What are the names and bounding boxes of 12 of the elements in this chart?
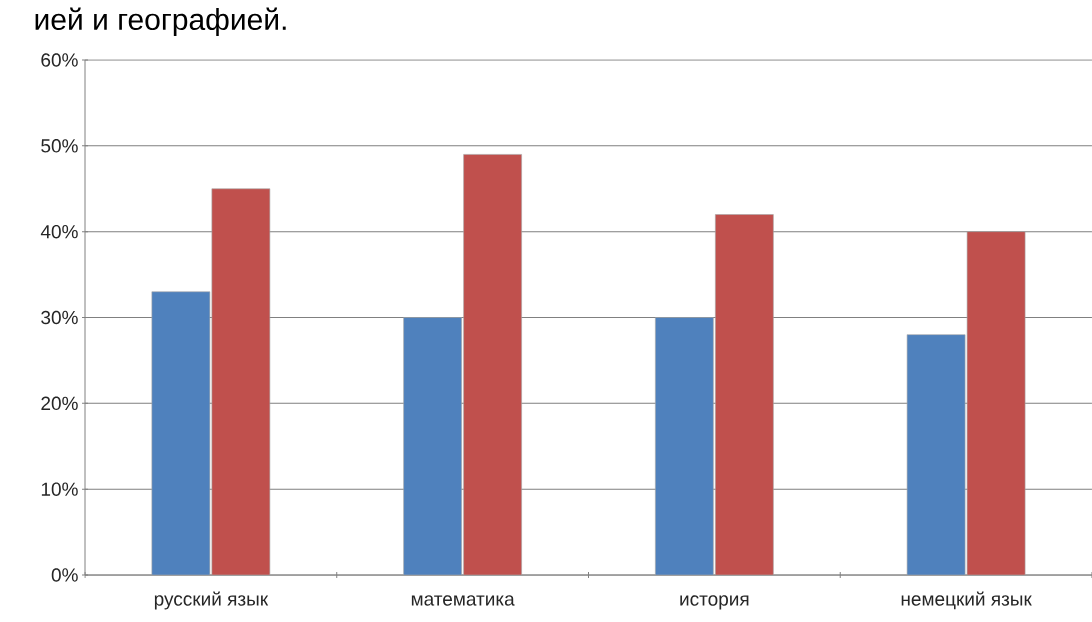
y-tick-label: 10% — [41, 482, 78, 496]
x-tick-label: русский язык — [154, 591, 269, 610]
x-tick-label: история — [680, 595, 749, 610]
x-tick-label: математика — [411, 595, 515, 606]
y-tick-label: 20% — [41, 396, 78, 411]
y-tick-label: 50% — [41, 139, 78, 153]
x-tick-label: немецкий язык — [901, 591, 1032, 610]
chart-title: ией и географией. — [35, 7, 286, 37]
y-tick-label: 30% — [41, 310, 78, 325]
y-tick-label: 0% — [51, 568, 78, 582]
y-tick-label: 60% — [41, 53, 78, 67]
y-tick-label: 40% — [40, 224, 78, 239]
